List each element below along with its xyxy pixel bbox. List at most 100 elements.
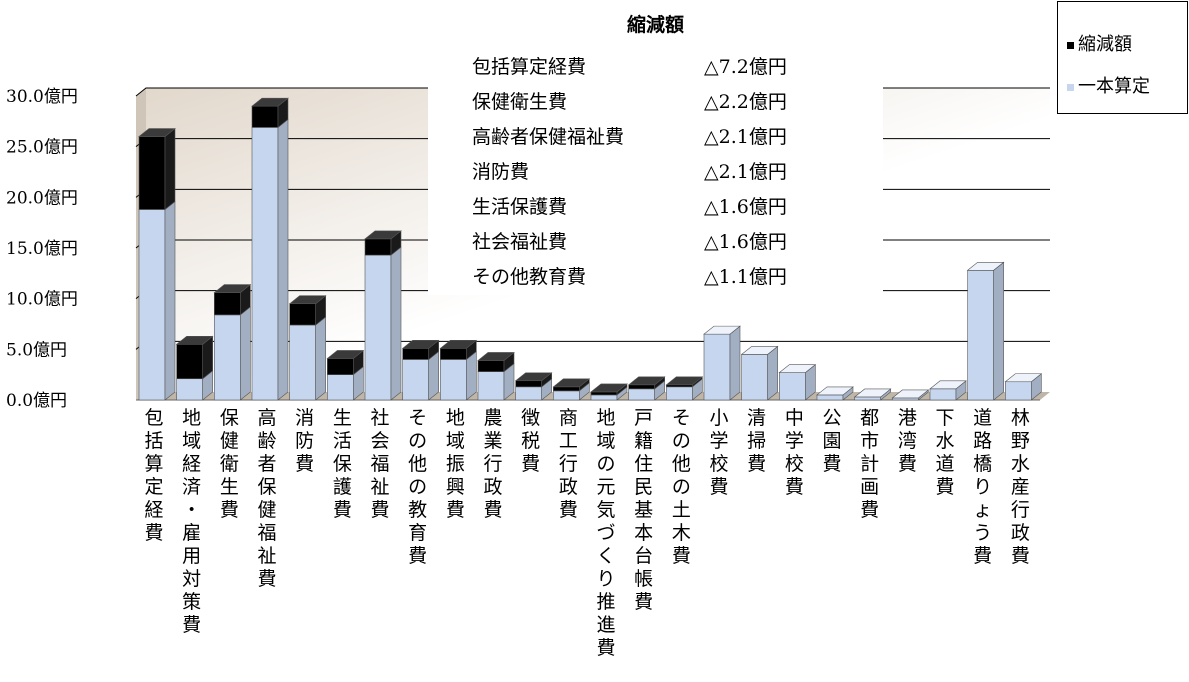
note-title: 縮減額 [626,14,684,36]
note-row-name: その他教育費 [472,266,587,288]
bar-stack [853,388,892,401]
x-tick-label: 社会福祉費 [370,407,389,521]
bar-segment-base [854,396,881,401]
bar-top-cap [288,295,327,305]
note-row: 高齢者保健福祉費 △2.1億円 [472,122,787,149]
note-row: その他教育費 △1.1億円 [472,262,787,289]
bar-top-cap [665,376,704,386]
bar-stack [740,345,779,401]
x-tick-label: 都市計画費 [860,407,879,521]
note-row: 消防費 △2.1億円 [472,157,787,184]
bar-stack [175,335,214,401]
bar-segment-reduction [402,348,429,360]
bar-stack [326,349,365,401]
bar-segment-reduction [214,292,241,316]
bar-segment-base [967,269,994,401]
bar-segment-reduction [666,384,693,388]
bar-stack [439,339,478,401]
note-row-name: 社会福祉費 [472,231,568,253]
bar-segment-reduction [138,136,166,210]
note-row-value: △1.6億円 [704,231,787,253]
bar-top-cap [1004,373,1043,383]
reduction-note-box: 縮減額 包括算定経費 △7.2億円 保健衛生費 △2.2億円 高齢者保健福祉費 △2.… [428,6,883,295]
x-tick-label: 公園費 [822,407,841,475]
note-row-name: 高齢者保健福祉費 [472,126,625,148]
bar-top-cap [477,352,515,361]
x-tick-label: 保健衛生費 [220,407,239,521]
bar-segment-base [1005,381,1032,401]
bar-segment-reduction [176,343,203,380]
bar-stack [552,378,591,401]
bar-segment-base [214,314,241,401]
bar-stack [1004,373,1043,401]
bar-segment-base [289,324,316,401]
bar-top-cap [816,386,854,396]
bar-top-cap [401,340,440,349]
bar-segment-base [553,390,580,401]
bar-segment-base [176,378,203,401]
x-tick-label: 小学校費 [709,407,728,498]
bar-top-cap [853,388,892,398]
bar-segment-base [402,359,429,401]
note-row: 社会福祉費 △1.6億円 [472,227,787,254]
legend-label: 一本算定 [1078,76,1150,97]
bar-segment-base [590,394,618,401]
bar-segment-reduction [364,238,392,256]
x-tick-label: 包括算定経費 [144,407,163,544]
x-tick-label: 農業行政費 [483,407,502,521]
y-tick-label: 25.0億円 [6,138,78,158]
bar-segment-reduction [515,380,542,388]
note-row: 包括算定経費 △7.2億円 [472,52,787,79]
note-row-name: 包括算定経費 [472,56,587,78]
x-tick-label: 地域経済・雇用対策費 [182,407,201,636]
bar-stack [590,383,628,401]
x-tick-label: その他の土木費 [672,407,691,567]
x-tick-label: 林野水産行政費 [1011,407,1030,567]
bar-top-cap [891,389,930,399]
bar-segment-reduction [251,105,279,128]
bar-segment-base [477,371,505,401]
bar-segment-base-side [729,325,741,401]
note-row-value: △2.1億円 [704,161,787,183]
bar-stack [816,386,854,401]
note-row-value: △2.2億円 [704,91,787,113]
bar-segment-reduction [327,358,354,375]
x-tick-label: 下水道費 [935,407,954,498]
bar-segment-base [666,386,693,401]
x-tick-label: 消防費 [295,407,314,475]
bar-segment-reduction [440,348,467,360]
legend-swatch-base [1067,83,1074,91]
bar-stack [966,261,1005,401]
bar-stack [665,376,704,401]
legend-label: 縮減額 [1078,34,1132,55]
bar-stack [364,230,402,401]
bar-segment-base [779,372,806,401]
bar-stack [477,351,515,401]
note-row-value: △1.6億円 [704,196,787,218]
bar-segment-reduction-side [164,127,176,211]
bar-segment-reduction [553,386,580,392]
bar-stack [627,376,666,401]
bar-top-cap [213,284,252,293]
bar-segment-base [327,374,354,401]
bar-segment-base-side [164,200,176,401]
bar-segment-base-side [240,306,251,401]
bar-stack [288,295,327,401]
bar-top-cap [929,380,967,390]
note-row-name: 保健衛生費 [472,91,568,113]
x-tick-label: その他の教育費 [408,407,427,567]
note-row-value: △2.1億円 [704,126,787,148]
bar-stack [401,339,440,401]
bar-top-cap [251,97,289,107]
bar-top-cap [364,230,402,240]
bar-segment-reduction [477,360,505,372]
bar-top-cap [966,261,1005,271]
bar-segment-base [251,127,279,401]
note-row: 保健衛生費 △2.2億円 [472,87,787,114]
bar-stack [138,127,176,401]
bar-segment-base [929,388,957,401]
bar-top-cap [138,128,176,137]
x-tick-label: 徴税費 [521,407,540,475]
x-tick-label: 商工行政費 [559,407,578,521]
